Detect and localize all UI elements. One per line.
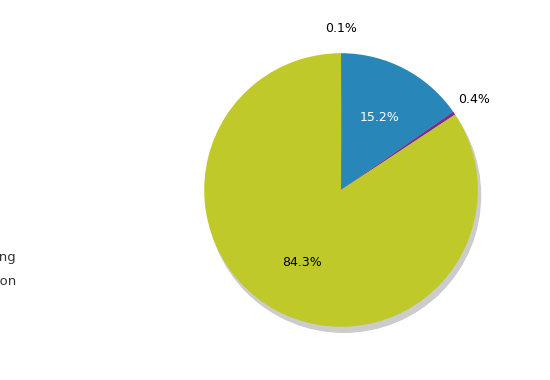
Wedge shape [341,112,455,190]
Wedge shape [341,53,342,190]
Text: 0.4%: 0.4% [459,93,491,106]
Wedge shape [341,53,453,190]
Text: 15.2%: 15.2% [359,111,399,124]
Wedge shape [204,53,478,327]
Legend: Manufacturing, Transportation, Use, EoL: Manufacturing, Transportation, Use, EoL [0,251,16,334]
Text: 84.3%: 84.3% [282,256,322,269]
Text: 0.1%: 0.1% [326,22,358,35]
Circle shape [207,59,481,332]
